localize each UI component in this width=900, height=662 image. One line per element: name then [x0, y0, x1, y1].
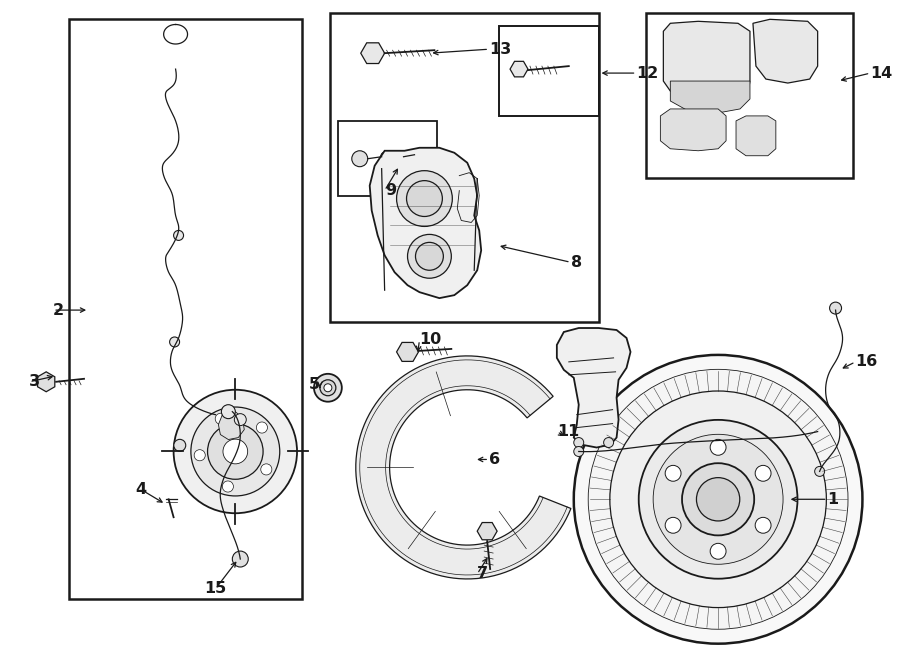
Circle shape — [830, 302, 842, 314]
Circle shape — [397, 171, 453, 226]
Text: 15: 15 — [204, 581, 227, 596]
Polygon shape — [219, 410, 244, 440]
Circle shape — [408, 234, 451, 278]
Circle shape — [639, 420, 797, 579]
Circle shape — [574, 355, 862, 643]
Text: 8: 8 — [571, 255, 582, 270]
Circle shape — [223, 439, 248, 464]
Circle shape — [604, 438, 614, 448]
Circle shape — [381, 152, 391, 162]
Circle shape — [208, 424, 263, 479]
Polygon shape — [670, 81, 750, 113]
Polygon shape — [557, 328, 631, 448]
Circle shape — [352, 151, 368, 167]
Circle shape — [320, 380, 336, 396]
Circle shape — [215, 413, 226, 424]
Circle shape — [653, 434, 783, 564]
Text: 11: 11 — [557, 424, 579, 439]
Polygon shape — [356, 356, 571, 579]
Text: 14: 14 — [870, 66, 893, 81]
Polygon shape — [661, 109, 726, 151]
Circle shape — [191, 407, 280, 496]
Text: 5: 5 — [309, 377, 320, 393]
Text: 9: 9 — [384, 183, 396, 198]
Circle shape — [174, 440, 185, 451]
Circle shape — [682, 463, 754, 536]
Circle shape — [234, 414, 247, 426]
Circle shape — [574, 446, 584, 457]
Circle shape — [755, 517, 771, 533]
Circle shape — [710, 544, 726, 559]
Circle shape — [407, 181, 443, 216]
Bar — [500, 26, 598, 116]
Text: 12: 12 — [636, 66, 659, 81]
Text: 3: 3 — [30, 374, 40, 389]
Circle shape — [392, 152, 403, 164]
Text: 16: 16 — [856, 354, 878, 369]
Text: 4: 4 — [135, 482, 147, 497]
Circle shape — [174, 390, 297, 513]
Circle shape — [174, 230, 184, 240]
Text: 6: 6 — [490, 452, 500, 467]
Circle shape — [665, 465, 681, 481]
Circle shape — [256, 422, 267, 433]
Circle shape — [222, 481, 233, 492]
Text: 2: 2 — [53, 303, 64, 318]
Text: 10: 10 — [419, 332, 442, 348]
Text: 7: 7 — [477, 567, 489, 581]
Text: 1: 1 — [828, 492, 839, 507]
Circle shape — [261, 464, 272, 475]
Circle shape — [589, 369, 848, 630]
Circle shape — [232, 551, 248, 567]
Bar — [330, 13, 598, 322]
Circle shape — [665, 517, 681, 533]
Circle shape — [314, 374, 342, 402]
Polygon shape — [663, 21, 750, 103]
Circle shape — [755, 465, 771, 481]
Polygon shape — [753, 19, 818, 83]
Polygon shape — [370, 148, 482, 298]
Circle shape — [169, 337, 180, 347]
Bar — [646, 13, 853, 177]
Circle shape — [574, 438, 584, 448]
Text: 13: 13 — [490, 42, 511, 57]
Polygon shape — [736, 116, 776, 156]
Bar — [69, 19, 302, 599]
Bar — [338, 121, 437, 195]
Circle shape — [814, 467, 824, 477]
Circle shape — [221, 404, 235, 418]
Circle shape — [416, 242, 444, 270]
Circle shape — [710, 440, 726, 455]
Circle shape — [194, 449, 205, 461]
Circle shape — [697, 477, 740, 521]
Circle shape — [324, 384, 332, 392]
Circle shape — [610, 391, 826, 608]
